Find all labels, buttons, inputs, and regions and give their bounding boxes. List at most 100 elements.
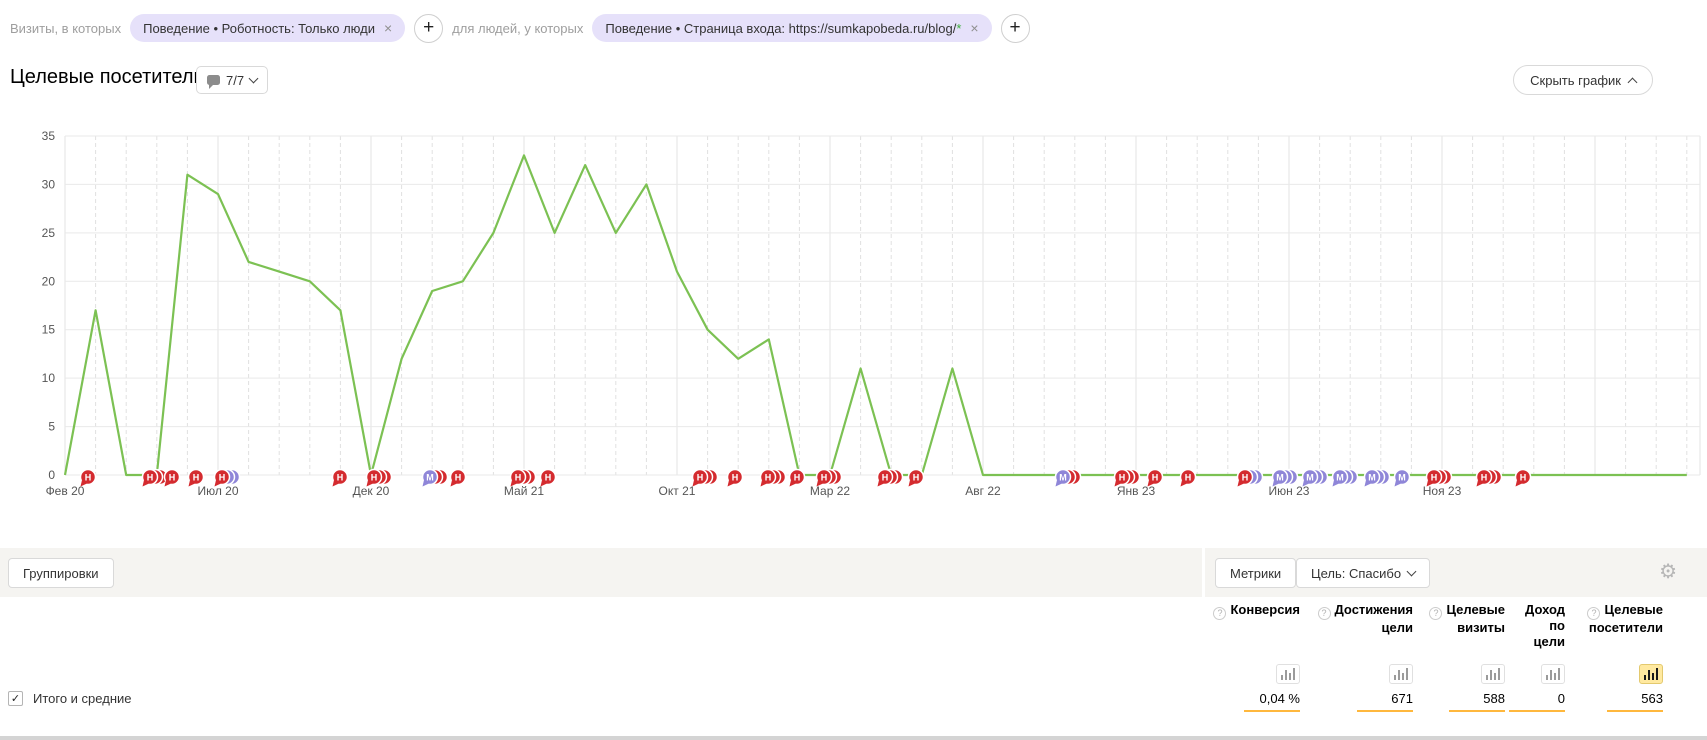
x-axis-label: Окт 21 — [659, 484, 696, 498]
help-icon[interactable]: ? — [1317, 606, 1331, 620]
totals-value-text: 563 — [1641, 691, 1663, 706]
add-people-filter-button[interactable]: + — [1000, 13, 1030, 43]
close-icon[interactable]: × — [970, 20, 979, 36]
comments-count: 7/7 — [226, 72, 245, 88]
add-visits-filter-button[interactable]: + — [414, 13, 444, 43]
chevron-down-icon — [1406, 566, 1417, 577]
totals-checkbox[interactable]: ✓ — [8, 691, 23, 706]
table-toolbar: Группировки Метрики Цель: Спасибо ⚙ — [0, 548, 1707, 597]
metric-column-header[interactable]: ? Целевые посетители — [1587, 602, 1663, 635]
annotation-badge[interactable] — [449, 468, 467, 486]
annotation-badge[interactable] — [79, 468, 97, 486]
metric-chart-icon[interactable] — [1276, 664, 1300, 684]
annotation-badge-tail — [422, 480, 429, 487]
metric-column-2: ? Целевые визиты — [1365, 602, 1505, 684]
annotation-badge[interactable] — [1146, 468, 1164, 486]
y-axis-label: 30 — [42, 177, 56, 191]
comments-dropdown-button[interactable]: 7/7 — [196, 66, 269, 94]
annotation-badge[interactable] — [1475, 468, 1493, 486]
annotation-badge[interactable] — [759, 468, 777, 486]
annotation-badge[interactable] — [1301, 468, 1319, 486]
annotation-badge[interactable] — [726, 468, 744, 486]
annotation-badge[interactable] — [1331, 468, 1349, 486]
annotation-badge-letter: Н — [697, 473, 704, 483]
metric-chart-icon[interactable] — [1639, 664, 1663, 684]
annotation-badge-letter: Н — [794, 473, 801, 483]
annotation-badge[interactable] — [691, 468, 709, 486]
annotation-badge[interactable] — [1236, 468, 1254, 486]
metric-column-header[interactable]: ? Достижения цели — [1273, 602, 1413, 654]
annotation-badge-tail — [692, 480, 699, 487]
annotation-badge[interactable] — [213, 468, 231, 486]
annotation-badge-letter: Н — [515, 473, 522, 483]
annotation-badge[interactable] — [1113, 468, 1131, 486]
annotation-badge-letter: М — [1059, 473, 1067, 483]
hide-chart-button[interactable]: Скрыть график — [1513, 65, 1653, 95]
totals-row: ✓ Итого и средние — [8, 691, 131, 706]
annotation-badge-letter: М — [1276, 473, 1284, 483]
annotation-badge[interactable] — [788, 468, 806, 486]
annotation-badge-letter: Н — [913, 473, 920, 483]
wildcard-star: * — [956, 20, 962, 36]
annotation-badge[interactable] — [331, 468, 349, 486]
annotation-badge-letter: Н — [732, 473, 739, 483]
annotation-badge-letter: Н — [169, 473, 176, 483]
annotation-badge[interactable] — [187, 468, 205, 486]
metric-chart-icon[interactable] — [1541, 664, 1565, 684]
annotation-badge-letter: Н — [765, 473, 772, 483]
annotation-badge[interactable] — [163, 468, 181, 486]
help-icon[interactable]: ? — [1587, 606, 1601, 620]
annotation-badge[interactable] — [815, 468, 833, 486]
annotation-badge[interactable] — [141, 468, 159, 486]
visitors-line-chart: 0 5 10 15 20 25 30 35 Фев 20 Июл 20 Дек 20 Май 21 Ок… — [0, 105, 1707, 510]
help-icon[interactable]: ? — [1429, 606, 1443, 620]
metric-column-header[interactable]: ? Конверсия — [1160, 602, 1300, 654]
totals-value-2: 588 — [1365, 691, 1505, 712]
close-icon[interactable]: × — [383, 20, 393, 36]
annotation-badge[interactable] — [539, 468, 557, 486]
totals-value-text: 0 — [1557, 691, 1565, 706]
metric-column-header[interactable]: Доход по цели — [1525, 602, 1565, 649]
settings-gear-icon[interactable]: ⚙ — [1659, 561, 1677, 583]
x-axis-label: Мар 22 — [810, 484, 850, 498]
y-axis-label: 25 — [42, 226, 56, 240]
filter-chip-robotness[interactable]: Поведение • Роботность: Только люди × — [130, 14, 406, 42]
annotation-badge[interactable] — [421, 468, 439, 486]
metric-chart-icon[interactable] — [1481, 664, 1505, 684]
filter-chip-robotness-text: Поведение • Роботность: Только люди — [143, 20, 375, 36]
x-axis-label: Ноя 23 — [1423, 484, 1462, 498]
annotation-badge[interactable] — [907, 468, 925, 486]
annotation-badge-tail — [1332, 480, 1339, 487]
annotation-badge-tail — [142, 480, 149, 487]
totals-value-text: 671 — [1391, 691, 1413, 706]
x-axis-label: Авг 22 — [965, 484, 1001, 498]
totals-value-3: 0 — [1425, 691, 1565, 712]
annotation-badge[interactable] — [509, 468, 527, 486]
annotation-badge[interactable] — [1179, 468, 1197, 486]
annotation-badge-letter: Н — [455, 473, 462, 483]
filter-chip-entry-page[interactable]: Поведение • Страница входа: https://sumk… — [592, 14, 992, 42]
annotation-badge[interactable] — [1271, 468, 1289, 486]
annotation-badge[interactable] — [876, 468, 894, 486]
goal-selector-label: Цель: Спасибо — [1311, 565, 1402, 581]
annotation-badge[interactable] — [1514, 468, 1532, 486]
annotation-badge[interactable] — [1425, 468, 1443, 486]
annotation-badge[interactable] — [1393, 468, 1411, 486]
totals-underline-bar — [1244, 710, 1300, 712]
totals-underline-bar — [1509, 710, 1565, 712]
annotation-badge-letter: М — [1398, 473, 1406, 483]
metric-chart-icon[interactable] — [1389, 664, 1413, 684]
help-icon[interactable]: ? — [1213, 606, 1227, 620]
annotation-badge-tail — [789, 480, 796, 487]
annotation-badge[interactable] — [1054, 468, 1072, 486]
annotation-badge-letter: Н — [219, 473, 226, 483]
metrics-button[interactable]: Метрики — [1215, 558, 1297, 588]
goal-selector-dropdown[interactable]: Цель: Спасибо — [1296, 558, 1431, 588]
metric-column-header[interactable]: ? Целевые визиты — [1365, 602, 1505, 654]
annotation-badge-tail — [760, 480, 767, 487]
annotation-badge[interactable] — [365, 468, 383, 486]
groupings-button[interactable]: Группировки — [8, 558, 114, 588]
annotation-badge-tail — [1180, 480, 1187, 487]
annotation-badge[interactable] — [1363, 468, 1381, 486]
annotation-badge-tail — [332, 480, 339, 487]
